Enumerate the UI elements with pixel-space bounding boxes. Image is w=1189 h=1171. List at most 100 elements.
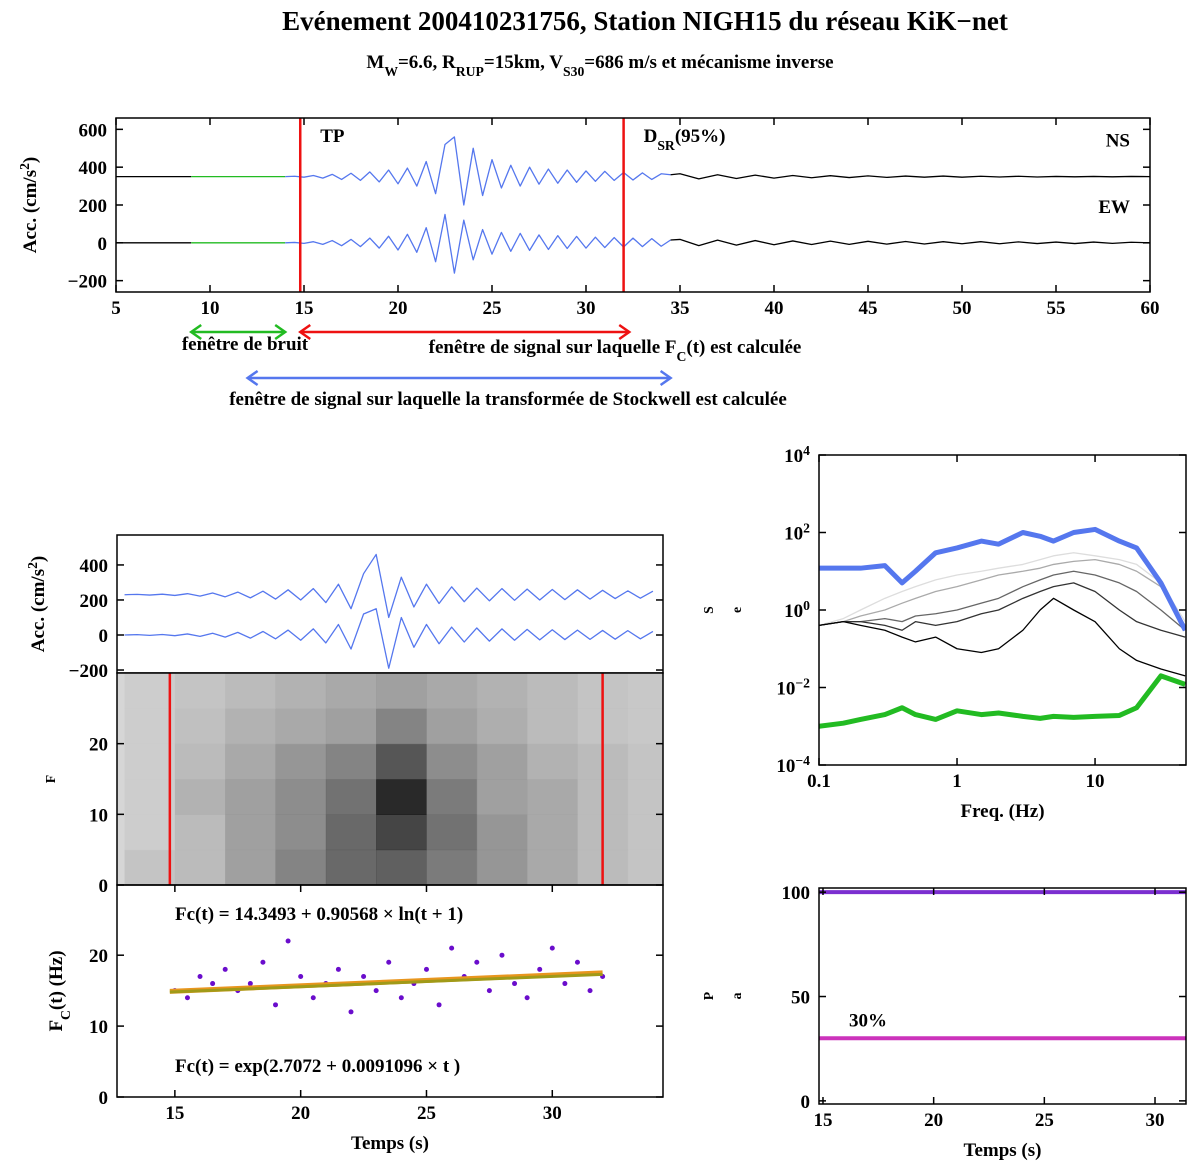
heatmap-cell — [275, 673, 327, 709]
heatmap-cell — [174, 673, 226, 709]
y-axis-label: S — [701, 606, 716, 614]
heatmap-cell — [627, 849, 663, 885]
x-tick-label: 55 — [1047, 298, 1066, 319]
y-tick-label: 0 — [99, 1088, 109, 1109]
y-tick-label: 200 — [80, 591, 109, 612]
text-part: fenêtre de signal sur laquelle F — [429, 337, 677, 358]
x-tick-label: 15 — [165, 1103, 184, 1124]
y-axis-label: F — [43, 775, 58, 783]
text-part: ) — [28, 556, 49, 562]
data-point — [449, 945, 455, 951]
x-tick-label: 10 — [201, 298, 220, 319]
x-tick-label: 20 — [389, 298, 408, 319]
heatmap-cell — [627, 779, 663, 815]
heatmap-cell — [476, 814, 528, 851]
text-part: Acc. (cm/s — [20, 170, 41, 253]
heatmap-cell — [325, 814, 377, 851]
plot-frame — [116, 884, 664, 1098]
x-tick-label: 45 — [859, 298, 878, 319]
heatmap-cell — [476, 743, 528, 780]
text-part: 2 — [803, 520, 810, 535]
text-part: F — [46, 1020, 67, 1032]
data-point — [474, 959, 480, 965]
data-line — [819, 552, 1186, 627]
text-part: F — [43, 775, 58, 783]
series-label: EW — [1098, 197, 1130, 218]
heatmap-cell — [376, 779, 427, 815]
text-part: (95%) — [675, 126, 726, 147]
data-point — [436, 1002, 442, 1008]
data-line — [285, 136, 671, 206]
data-line — [819, 526, 1186, 632]
series-label: Fc(t) = 14.3493 + 0.90568 × ln(t + 1) — [175, 904, 463, 925]
marker-label: DSR(95%) — [644, 126, 726, 153]
heatmap-cell — [376, 743, 427, 780]
y-axis-label: FC(t) (Hz) — [46, 950, 73, 1031]
heatmap-cell — [426, 814, 478, 851]
x-tick-label: 10 — [1086, 771, 1105, 792]
text-part: −4 — [795, 753, 810, 768]
x-axis-label: Temps (s) — [351, 1133, 429, 1154]
heatmap-cell — [124, 814, 176, 851]
text-part: SR — [657, 138, 675, 153]
value-label: 30% — [849, 1010, 887, 1031]
text-part: P — [701, 992, 716, 1000]
x-tick-label: 60 — [1141, 298, 1160, 319]
heatmap-cell — [275, 849, 327, 885]
text-part: M — [366, 52, 384, 73]
heatmap-cell — [527, 743, 578, 780]
x-tick-label: 50 — [953, 298, 972, 319]
heatmap-cell — [426, 673, 478, 709]
data-point — [260, 959, 266, 965]
heatmap-cell — [426, 849, 478, 885]
data-line — [819, 673, 1186, 729]
heatmap-cell — [627, 814, 663, 851]
data-point — [486, 988, 492, 994]
data-point — [524, 995, 530, 1001]
y-tick-label: 20 — [89, 735, 108, 756]
heatmap-cell — [426, 708, 478, 745]
heatmap-cell — [527, 779, 578, 815]
data-line — [670, 173, 1150, 180]
plot-area — [116, 118, 1150, 292]
x-tick-label: 30 — [1146, 1110, 1165, 1131]
heatmap-cell — [174, 779, 226, 815]
text-part: RUP — [456, 64, 484, 79]
plot-frame — [115, 117, 1151, 293]
heatmap-cell — [426, 743, 478, 780]
x-tick-label: 30 — [543, 1103, 562, 1124]
y-tick-label: 400 — [80, 556, 109, 577]
heatmap-cell — [476, 673, 528, 709]
data-point — [210, 981, 216, 987]
data-line — [819, 570, 1186, 631]
plot-frame — [116, 534, 664, 674]
data-point — [335, 966, 341, 972]
text-part: e — [729, 607, 744, 613]
x-axis-label: Temps (s) — [964, 1140, 1042, 1161]
arrow-head — [245, 369, 673, 387]
heatmap-cell — [124, 708, 176, 745]
text-part: 10 — [776, 756, 795, 777]
arrow-head — [189, 323, 288, 341]
plot-area — [124, 553, 654, 669]
marker-label: TP — [320, 126, 345, 147]
data-line — [819, 558, 1186, 627]
heatmap-cell — [627, 743, 663, 780]
y-tick-label: 0 — [801, 1092, 811, 1113]
y-axis-label: Acc. (cm/s2) — [25, 556, 50, 653]
text-part: S — [701, 606, 716, 614]
data-line — [819, 582, 1186, 638]
figure-title: Evénement 200410231756, Station NIGH15 d… — [282, 6, 1008, 36]
data-point — [386, 959, 392, 965]
data-point — [197, 973, 203, 979]
data-point — [423, 966, 429, 972]
x-tick-label: 20 — [291, 1103, 310, 1124]
heatmap-cell — [426, 779, 478, 815]
text-part: 10 — [776, 679, 795, 700]
heatmap-cell — [225, 849, 277, 885]
data-point — [512, 981, 518, 987]
text-part: Acc. (cm/s — [28, 569, 49, 652]
heatmap-cell — [325, 849, 377, 885]
data-point — [285, 938, 291, 944]
